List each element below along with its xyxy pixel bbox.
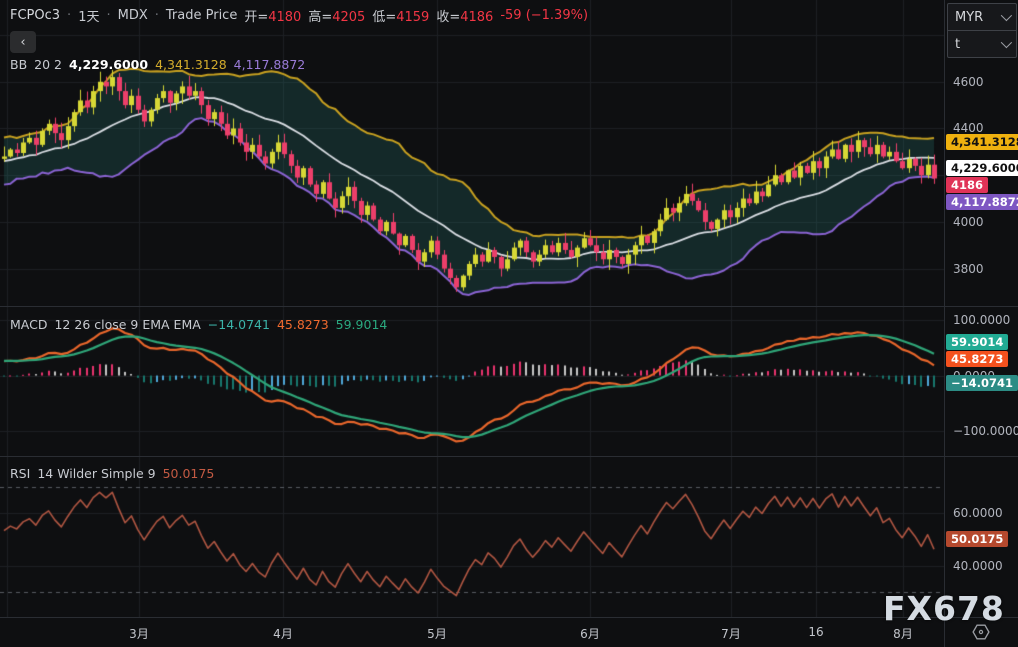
separator-dot: ·	[154, 8, 159, 23]
rsi-value-tag: 50.0175	[946, 531, 1009, 548]
high-field: 高=4205	[308, 10, 366, 25]
rsi-params: 14 Wilder Simple 9	[37, 466, 156, 481]
open-field: 开=4180	[244, 10, 302, 25]
bb-params: 20 2	[34, 57, 62, 72]
price-axis-border	[944, 0, 945, 647]
time-tick-label: 6月	[580, 627, 600, 641]
back-button[interactable]: ‹	[10, 31, 36, 53]
low-field: 低=4159	[372, 10, 430, 25]
rsi-value: 50.0175	[162, 466, 215, 481]
time-tick-label: 4月	[273, 627, 293, 641]
symbol-name: FCPOc3	[10, 8, 61, 23]
bb-basis-tag: 4,229.6000	[946, 160, 1018, 177]
separator-dot: ·	[106, 8, 111, 23]
bb-legend[interactable]: BB 20 2 4,229.6000 4,341.3128 4,117.8872	[10, 57, 305, 72]
chevron-down-icon	[1000, 36, 1013, 49]
bb-lower-value: 4,117.8872	[233, 57, 306, 72]
currency-label: MYR	[955, 9, 984, 25]
rsi-legend[interactable]: RSI 14 Wilder Simple 9 50.0175	[10, 466, 214, 481]
settings-icon[interactable]	[972, 623, 990, 641]
macd-signal-tag: 59.9014	[946, 334, 1009, 351]
watermark: FX678	[883, 589, 1005, 628]
time-axis[interactable]: 3月 4月 5月 6月 7月 16 8月	[0, 618, 944, 647]
macd-hist-tag: −14.0741	[946, 375, 1018, 392]
axis-tick-label: 4000	[953, 214, 984, 229]
macd-line-tag: 45.8273	[946, 351, 1009, 368]
last-price-tag: 4186	[946, 177, 989, 194]
axis-tick-label: 100.0000	[953, 312, 1011, 327]
time-tick-label: 5月	[427, 627, 447, 641]
axis-tick-label: −100.0000	[953, 424, 1018, 439]
axis-tick-label: 3800	[953, 261, 984, 276]
axis-tick-label: 4400	[953, 121, 984, 136]
bb-upper-value: 4,341.3128	[155, 57, 227, 72]
unit-select[interactable]: t	[948, 30, 1016, 57]
change-label: -59 (−1.39%)	[500, 8, 589, 23]
macd-legend[interactable]: MACD 12 26 close 9 EMA EMA −14.0741 45.8…	[10, 317, 387, 332]
back-chevron-icon: ‹	[20, 34, 26, 50]
rsi-title: RSI	[10, 466, 31, 481]
time-tick-label: 7月	[721, 627, 741, 641]
close-field: 收=4186	[436, 10, 494, 25]
price-axis[interactable]: 4600440040003800100.00000.0000−100.00006…	[945, 0, 1018, 617]
symbol-legend[interactable]: FCPOc3 · 1天 · MDX · Trade Price 开=4180 高…	[10, 6, 588, 25]
macd-hist-value: −14.0741	[207, 317, 270, 332]
unit-label: t	[955, 36, 961, 52]
interval-label: 1天	[78, 10, 100, 25]
macd-title: MACD	[10, 317, 48, 332]
time-tick-label: 16	[808, 625, 824, 639]
pane-separator-rsi[interactable]	[0, 456, 1018, 457]
currency-select[interactable]: MYR	[948, 4, 1016, 30]
bb-basis-value: 4,229.6000	[69, 57, 149, 72]
macd-params: 12 26 close 9 EMA EMA	[54, 317, 201, 332]
axis-tick-label: 4600	[953, 74, 984, 89]
currency-unit-widget: MYR t	[947, 3, 1017, 58]
series-type-label: Trade Price	[165, 8, 238, 23]
time-axis-border	[0, 617, 1018, 618]
bb-upper-tag: 4,341.3128	[946, 134, 1018, 151]
axis-tick-label: 40.0000	[953, 558, 1003, 573]
bb-title: BB	[10, 57, 28, 72]
bb-lower-tag: 4,117.8872	[946, 194, 1018, 211]
time-tick-label: 3月	[129, 627, 149, 641]
time-tick-label: 8月	[893, 627, 913, 641]
exchange-label: MDX	[117, 8, 148, 23]
macd-signal-value: 59.9014	[335, 317, 388, 332]
macd-line-value: 45.8273	[276, 317, 329, 332]
axis-tick-label: 60.0000	[953, 506, 1003, 521]
pane-separator-macd[interactable]	[0, 306, 1018, 307]
separator-dot: ·	[67, 8, 72, 23]
chevron-down-icon	[1000, 9, 1013, 22]
chart-canvas[interactable]	[0, 0, 944, 618]
